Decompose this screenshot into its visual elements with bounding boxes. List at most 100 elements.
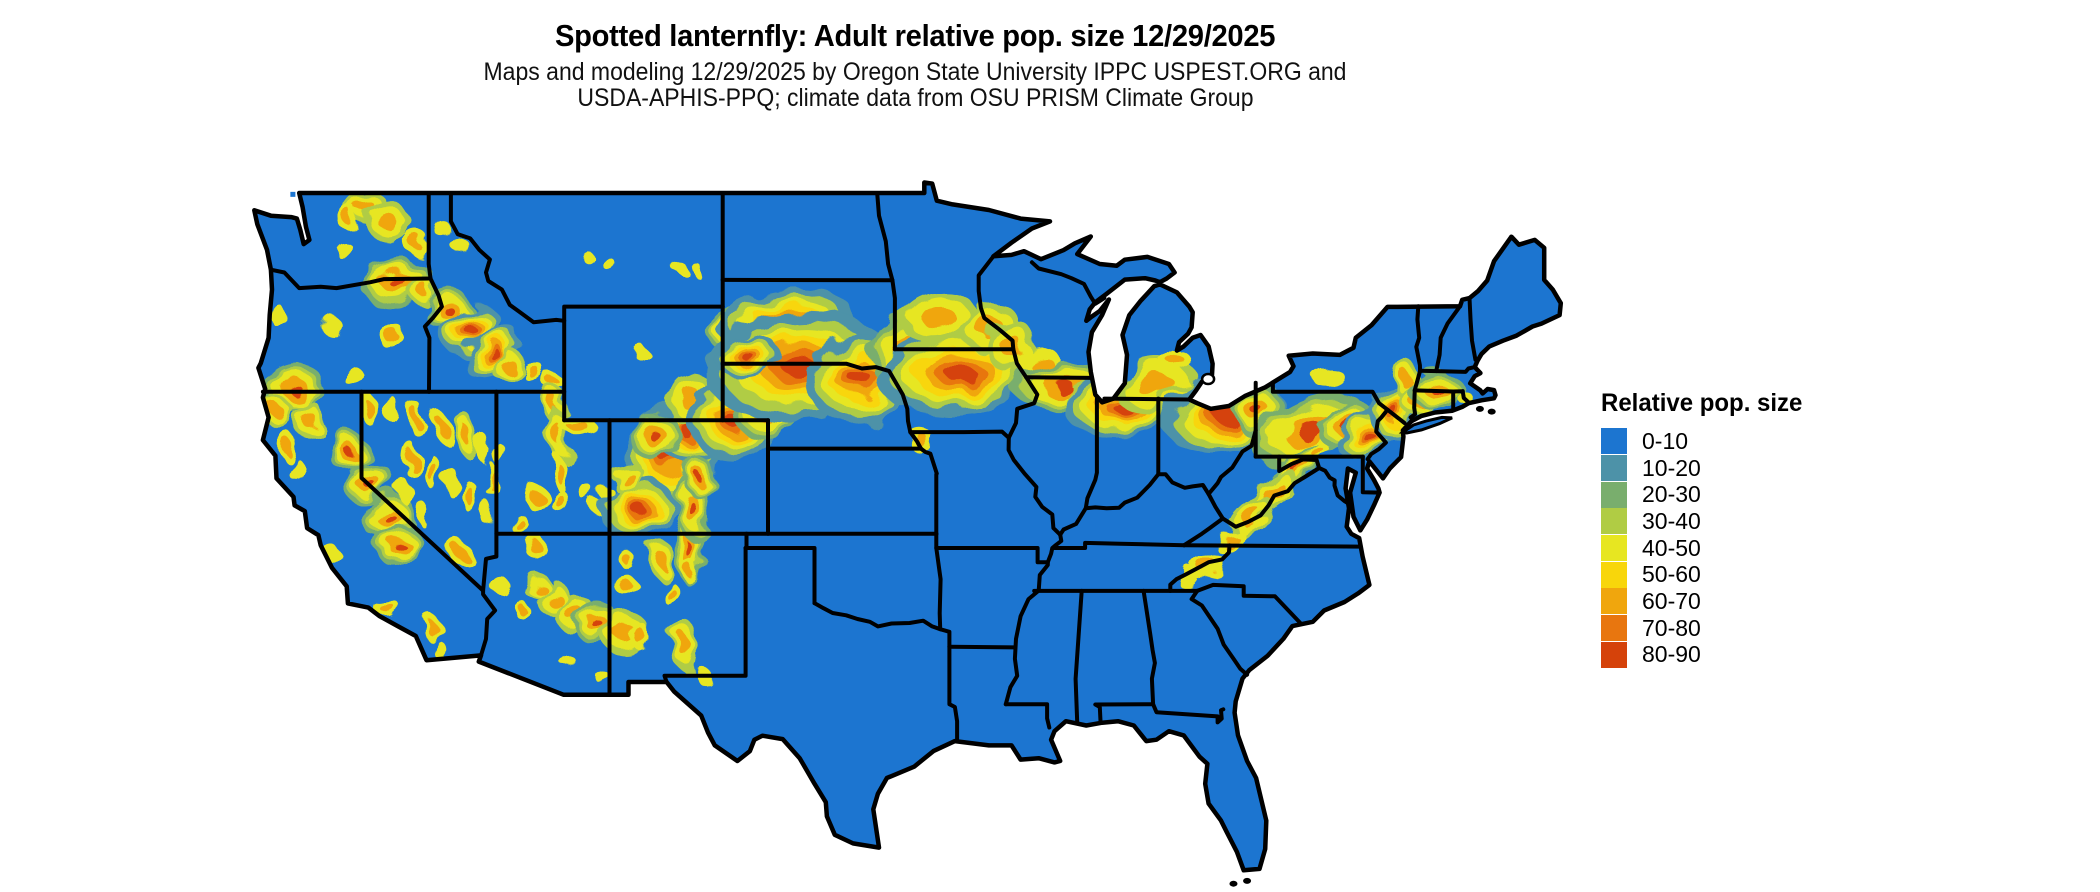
hotspot	[462, 481, 479, 513]
hotspot	[514, 602, 531, 619]
hotspot	[684, 562, 700, 585]
legend-item-label: 50-60	[1642, 561, 1701, 588]
hotspot	[270, 303, 285, 327]
legend-swatch	[1601, 561, 1627, 588]
hotspot	[432, 218, 449, 236]
hotspot	[508, 512, 527, 533]
hotspot	[415, 502, 430, 526]
long-island	[1398, 415, 1453, 435]
hotspot	[648, 540, 675, 578]
hotspot	[343, 369, 367, 387]
hotspot	[451, 235, 467, 253]
island-dot	[1475, 405, 1484, 412]
hotspot	[560, 417, 598, 438]
legend-swatch	[1601, 535, 1627, 562]
hotspot	[542, 371, 561, 390]
legend-item-label: 60-70	[1642, 587, 1701, 614]
hotspot	[364, 200, 411, 243]
hotspot	[1312, 369, 1345, 387]
hotspot	[522, 363, 545, 381]
hotspot	[525, 536, 549, 560]
hotspot	[452, 409, 479, 460]
hotspot	[599, 255, 613, 267]
hotspot	[407, 274, 438, 305]
hotspot	[595, 670, 610, 685]
legend-item-label: 80-90	[1642, 641, 1701, 668]
hotspot	[577, 246, 590, 259]
hotspot	[614, 575, 637, 595]
legend: Relative pop. size 0-10 10-20 20-30 30-40 40…	[1601, 389, 1811, 668]
legend-item: 80-90	[1601, 641, 1811, 669]
conus-landmass	[254, 182, 1561, 871]
hotspot	[379, 523, 419, 568]
hotspot	[409, 404, 428, 436]
lake-st-clair	[1200, 372, 1216, 386]
hotspot	[375, 600, 403, 618]
legend-item: 30-40	[1601, 508, 1811, 535]
hotspot	[691, 264, 703, 276]
hotspot	[450, 542, 472, 565]
legend-item-label: 0-10	[1642, 427, 1689, 454]
point-roberts-dot	[290, 191, 296, 197]
hotspot	[377, 323, 405, 347]
legend-item: 40-50	[1601, 535, 1811, 562]
legend-rows: 0-10 10-20 20-30 30-40 40-50 50-60 60-70 70-80 8…	[1601, 428, 1811, 668]
legend-title: Relative pop. size	[1601, 389, 1803, 417]
legend-swatch	[1601, 428, 1627, 455]
hotspot	[424, 617, 443, 644]
hotspot	[525, 482, 547, 512]
legend-item-label: 30-40	[1642, 507, 1701, 534]
hotspot	[901, 291, 977, 345]
hotspot	[403, 443, 420, 477]
island-dot	[1487, 408, 1496, 415]
island-dot	[1243, 877, 1252, 884]
legend-swatch	[1601, 455, 1627, 482]
legend-item: 20-30	[1601, 481, 1811, 508]
hotspot	[293, 401, 326, 439]
legend-swatch	[1601, 588, 1627, 615]
hotspot	[359, 394, 378, 423]
conus-outline	[252, 180, 1564, 873]
hotspot	[618, 550, 635, 568]
legend-item-label: 20-30	[1642, 481, 1701, 508]
hotspot	[630, 621, 650, 651]
hotspot	[663, 580, 678, 607]
hotspot	[671, 261, 686, 273]
hotspot	[609, 461, 644, 493]
hotspot	[549, 488, 568, 512]
hotspot	[290, 459, 306, 483]
hotspot	[581, 485, 595, 503]
hotspot	[684, 456, 714, 498]
legend-item-label: 70-80	[1642, 614, 1701, 641]
hotspot	[492, 351, 526, 381]
hotspot	[404, 229, 430, 256]
hotspot	[336, 204, 360, 230]
hotspot	[629, 412, 683, 462]
hotspot	[548, 451, 566, 491]
hotspot	[332, 238, 351, 256]
hotspot	[490, 576, 509, 594]
hotspot	[633, 344, 647, 360]
hotspot	[320, 318, 344, 335]
hotspot	[423, 454, 440, 489]
legend-item: 50-60	[1601, 561, 1811, 588]
legend-item-label: 10-20	[1642, 454, 1701, 481]
legend-item: 60-70	[1601, 588, 1811, 615]
page-subtitle-line1: Maps and modeling 12/29/2025 by Oregon S…	[483, 58, 1347, 86]
legend-swatch	[1601, 481, 1627, 508]
hotspot	[483, 505, 498, 529]
legend-item-label: 40-50	[1642, 534, 1701, 561]
legend-item: 70-80	[1601, 615, 1811, 642]
hotspot	[670, 615, 699, 674]
hotspot	[477, 434, 491, 463]
legend-swatch	[1601, 615, 1627, 642]
hotspot	[277, 431, 296, 460]
page-subtitle-line2: USDA-APHIS-PPQ; climate data from OSU PR…	[576, 84, 1254, 112]
legend-swatch	[1601, 641, 1627, 668]
hotspot	[397, 479, 412, 503]
state-borders	[260, 191, 1478, 742]
hotspot	[383, 396, 399, 422]
hotspot	[445, 468, 459, 497]
